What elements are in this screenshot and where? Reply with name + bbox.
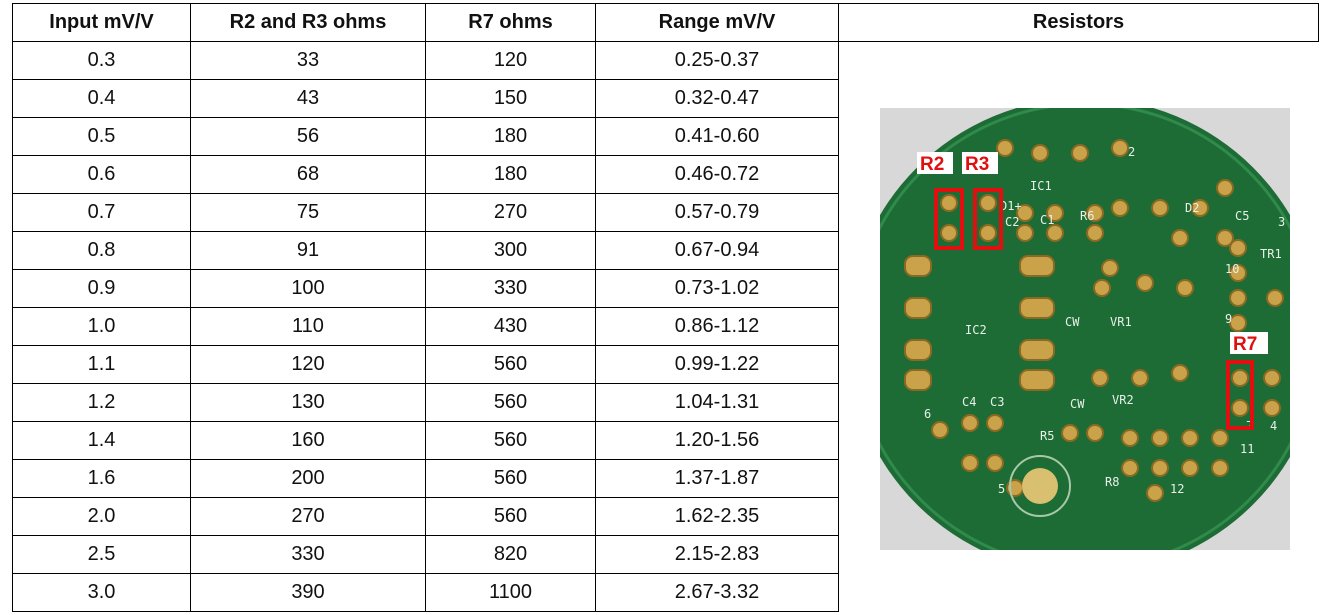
callout-label: R7 <box>1233 334 1257 355</box>
table-cell: 560 <box>426 460 596 498</box>
table-cell: 560 <box>426 498 596 536</box>
table-cell: 0.7 <box>13 194 191 232</box>
table-cell: 56 <box>191 118 426 156</box>
table-cell: 180 <box>426 156 596 194</box>
table-cell: 0.73-1.02 <box>596 270 839 308</box>
silkscreen: C2 <box>1005 215 1019 229</box>
table-cell: 560 <box>426 346 596 384</box>
table-cell: 120 <box>426 42 596 80</box>
silkscreen: 4 <box>1270 419 1277 433</box>
table-cell: 1.6 <box>13 460 191 498</box>
silkscreen: 6 <box>924 407 931 421</box>
table-cell: 1.20-1.56 <box>596 422 839 460</box>
table-cell: 820 <box>426 536 596 574</box>
table-cell: 43 <box>191 80 426 118</box>
silkscreen: 10 <box>1225 262 1239 276</box>
table-cell: 160 <box>191 422 426 460</box>
table-cell: 130 <box>191 384 426 422</box>
table-cell: 270 <box>191 498 426 536</box>
table-cell: 0.25-0.37 <box>596 42 839 80</box>
table-cell: 0.57-0.79 <box>596 194 839 232</box>
table-cell: 1.2 <box>13 384 191 422</box>
silkscreen: R8 <box>1105 475 1119 489</box>
silkscreen: R5 <box>1040 429 1054 443</box>
table-cell: 0.99-1.22 <box>596 346 839 384</box>
table-cell: 200 <box>191 460 426 498</box>
callout-label: R2 <box>920 154 944 175</box>
header-cell: R7 ohms <box>426 4 596 42</box>
table-cell: 0.8 <box>13 232 191 270</box>
table-cell: 2.0 <box>13 498 191 536</box>
table-cell: 560 <box>426 384 596 422</box>
header-row: Input mV/V R2 and R3 ohms R7 ohms Range … <box>13 4 1319 42</box>
header-cell: Range mV/V <box>596 4 839 42</box>
table-cell: 2.67-3.32 <box>596 574 839 612</box>
callout-label: R3 <box>965 154 989 175</box>
table-cell: 1.4 <box>13 422 191 460</box>
table-cell: 1.04-1.31 <box>596 384 839 422</box>
silkscreen: C4 <box>962 395 976 409</box>
table-cell: 120 <box>191 346 426 384</box>
silkscreen: 12 <box>1170 482 1184 496</box>
silkscreen: CW <box>1065 315 1080 329</box>
silkscreen: 5 <box>998 482 1005 496</box>
table-cell: 0.5 <box>13 118 191 156</box>
silkscreen: IC1 <box>1030 179 1052 193</box>
page: Input mV/V R2 and R3 ohms R7 ohms Range … <box>0 0 1328 615</box>
table-cell: 2.15-2.83 <box>596 536 839 574</box>
silkscreen: D2 <box>1185 201 1199 215</box>
table-cell: 68 <box>191 156 426 194</box>
table-cell: 0.32-0.47 <box>596 80 839 118</box>
table-cell: 0.4 <box>13 80 191 118</box>
silkscreen: C3 <box>990 395 1004 409</box>
silkscreen: D1+ <box>1000 199 1022 213</box>
silkscreen: VR1 <box>1110 315 1132 329</box>
table-cell: 1.0 <box>13 308 191 346</box>
table-cell: 0.67-0.94 <box>596 232 839 270</box>
table-cell: 0.3 <box>13 42 191 80</box>
table-cell: 0.41-0.60 <box>596 118 839 156</box>
table-cell: 330 <box>426 270 596 308</box>
silkscreen: 11 <box>1240 442 1254 456</box>
silkscreen: C1 <box>1040 213 1054 227</box>
silkscreen: 2 <box>1128 145 1135 159</box>
silkscreen: CW <box>1070 397 1085 411</box>
table-cell: 430 <box>426 308 596 346</box>
header-cell: Resistors <box>839 4 1319 42</box>
table-cell: 1100 <box>426 574 596 612</box>
table-cell: 110 <box>191 308 426 346</box>
table-cell: 270 <box>426 194 596 232</box>
table-cell: 33 <box>191 42 426 80</box>
header-cell: R2 and R3 ohms <box>191 4 426 42</box>
table-cell: 0.9 <box>13 270 191 308</box>
table-cell: 330 <box>191 536 426 574</box>
header-cell: Input mV/V <box>13 4 191 42</box>
table-cell: 560 <box>426 422 596 460</box>
silkscreen: C5 <box>1235 209 1249 223</box>
table-cell: 2.5 <box>13 536 191 574</box>
table-cell: 1.1 <box>13 346 191 384</box>
table-cell: 180 <box>426 118 596 156</box>
table-cell: 300 <box>426 232 596 270</box>
table-cell: 3.0 <box>13 574 191 612</box>
table-cell: 100 <box>191 270 426 308</box>
table-cell: 91 <box>191 232 426 270</box>
table-cell: 0.86-1.12 <box>596 308 839 346</box>
pcb-photo: IC1 D1+ D2 C5 TR1 IC2 CW VR1 CW VR2 C4 C… <box>880 108 1290 550</box>
silkscreen: 9 <box>1225 312 1232 326</box>
table-cell: 0.46-0.72 <box>596 156 839 194</box>
table-cell: 75 <box>191 194 426 232</box>
silkscreen: 3 <box>1278 215 1285 229</box>
table-cell: 150 <box>426 80 596 118</box>
table-cell: 1.62-2.35 <box>596 498 839 536</box>
silkscreen: TR1 <box>1260 247 1282 261</box>
silkscreen: IC2 <box>965 323 987 337</box>
silkscreen: R6 <box>1080 209 1094 223</box>
table-cell: 0.6 <box>13 156 191 194</box>
table-cell: 390 <box>191 574 426 612</box>
silkscreen: VR2 <box>1112 393 1134 407</box>
table-cell: 1.37-1.87 <box>596 460 839 498</box>
